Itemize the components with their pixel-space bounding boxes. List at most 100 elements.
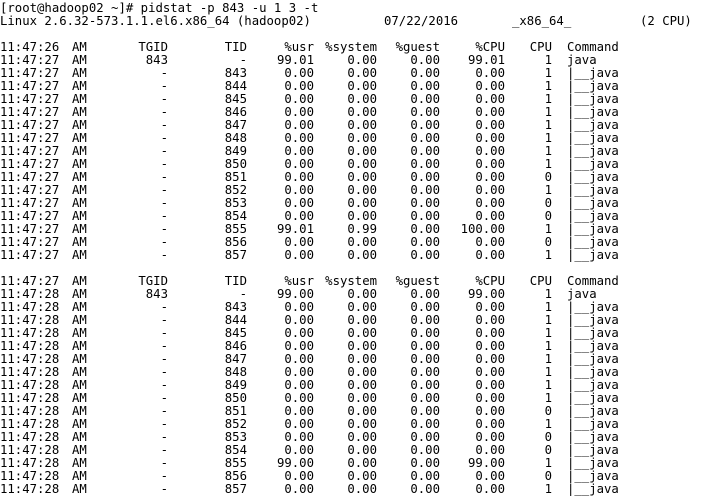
command-cell: |__java <box>567 378 619 392</box>
guest-percent-cell: 0.00 <box>410 157 440 171</box>
command-cell: |__java <box>567 352 619 366</box>
cpu-percent-cell: 0.00 <box>475 443 505 457</box>
tid-cell: 844 <box>224 79 247 93</box>
cpu-number-cell: 1 <box>544 105 552 119</box>
timestamp: 11:47:28 <box>0 326 60 340</box>
am-pm: AM <box>72 430 87 444</box>
tgid-cell: - <box>160 118 168 132</box>
tid-cell: 843 <box>224 300 247 314</box>
table-header: 11:47:27 AM TGID TID %usr %system %guest %CPU CP… <box>0 275 701 288</box>
table-row: 11:47:27 AM - 852 0.00 0.00 0.00 0.00 1 |__java <box>0 184 701 197</box>
system-percent-cell: 0.00 <box>347 300 377 314</box>
tid-cell: - <box>239 53 247 67</box>
timestamp: 11:47:27 <box>0 144 60 158</box>
command-cell: |__java <box>567 131 619 145</box>
usr-percent-cell: 0.00 <box>284 66 314 80</box>
tgid-cell: - <box>160 352 168 366</box>
header-am-pm: AM <box>72 40 87 54</box>
tgid-cell: - <box>160 222 168 236</box>
tgid-cell: - <box>160 131 168 145</box>
table-row: 11:47:28 AM - 857 0.00 0.00 0.00 0.00 1 |__java <box>0 483 701 496</box>
tgid-cell: - <box>160 300 168 314</box>
guest-percent-cell: 0.00 <box>410 66 440 80</box>
cpu-number-cell: 1 <box>544 53 552 67</box>
tid-cell: 848 <box>224 365 247 379</box>
usr-percent-cell: 0.00 <box>284 391 314 405</box>
cpu-number-cell: 1 <box>544 365 552 379</box>
cpu-number-cell: 0 <box>544 235 552 249</box>
usr-percent-cell: 0.00 <box>284 118 314 132</box>
header-cpu-number-cell: CPU <box>529 274 552 288</box>
header-guest-percent-cell: %guest <box>395 274 440 288</box>
cpu-percent-cell: 0.00 <box>475 300 505 314</box>
table-header: 11:47:26 AM TGID TID %usr %system %guest %CPU CP… <box>0 41 701 54</box>
guest-percent-cell: 0.00 <box>410 79 440 93</box>
command-cell: java <box>567 53 597 67</box>
header-system-percent-cell: %system <box>325 274 377 288</box>
timestamp: 11:47:28 <box>0 443 60 457</box>
tgid-cell: - <box>160 92 168 106</box>
table-row: 11:47:28 AM - 845 0.00 0.00 0.00 0.00 1 |__java <box>0 327 701 340</box>
usr-percent-cell: 0.00 <box>284 79 314 93</box>
am-pm: AM <box>72 352 87 366</box>
header-system-percent-cell: %system <box>325 40 377 54</box>
am-pm: AM <box>72 53 87 67</box>
tid-cell: 857 <box>224 482 247 496</box>
tid-cell: 854 <box>224 443 247 457</box>
command-cell: |__java <box>567 313 619 327</box>
guest-percent-cell: 0.00 <box>410 482 440 496</box>
header-usr-percent-cell: %usr <box>284 40 314 54</box>
table-row: 11:47:27 AM - 848 0.00 0.00 0.00 0.00 1 |__java <box>0 132 701 145</box>
tid-cell: 852 <box>224 183 247 197</box>
usr-percent-cell: 0.00 <box>284 339 314 353</box>
system-percent-cell: 0.99 <box>347 222 377 236</box>
am-pm: AM <box>72 79 87 93</box>
command-cell: |__java <box>567 118 619 132</box>
table-row: 11:47:27 AM - 857 0.00 0.00 0.00 0.00 1 |__java <box>0 249 701 262</box>
tgid-cell: - <box>160 326 168 340</box>
table-row: 11:47:27 AM - 855 99.01 0.99 0.00 100.00 1 |__jav… <box>0 223 701 236</box>
report-date: 07/22/2016 <box>384 14 459 28</box>
cpu-percent-cell: 99.00 <box>467 456 505 470</box>
tgid-cell: - <box>160 482 168 496</box>
header-tid-cell: TID <box>224 274 247 288</box>
usr-percent-cell: 0.00 <box>284 105 314 119</box>
cpu-percent-cell: 0.00 <box>475 430 505 444</box>
guest-percent-cell: 0.00 <box>410 118 440 132</box>
system-percent-cell: 0.00 <box>347 92 377 106</box>
header-guest-percent-cell: %guest <box>395 40 440 54</box>
tid-cell: 850 <box>224 157 247 171</box>
tgid-cell: - <box>160 144 168 158</box>
timestamp: 11:47:27 <box>0 118 60 132</box>
command-cell: |__java <box>567 196 619 210</box>
timestamp: 11:47:27 <box>0 248 60 262</box>
system-percent-cell: 0.00 <box>347 456 377 470</box>
cpu-number-cell: 1 <box>544 378 552 392</box>
cpu-number-cell: 1 <box>544 183 552 197</box>
header-am-pm: AM <box>72 274 87 288</box>
table-row: 11:47:28 AM - 855 99.00 0.00 0.00 99.00 1 |__java <box>0 457 701 470</box>
am-pm: AM <box>72 469 87 483</box>
system-percent-cell: 0.00 <box>347 378 377 392</box>
guest-percent-cell: 0.00 <box>410 391 440 405</box>
cpu-percent-cell: 0.00 <box>475 352 505 366</box>
table-row: 11:47:27 AM - 851 0.00 0.00 0.00 0.00 0 |__java <box>0 171 701 184</box>
timestamp: 11:47:28 <box>0 300 60 314</box>
timestamp: 11:47:27 <box>0 170 60 184</box>
tgid-cell: - <box>160 157 168 171</box>
guest-percent-cell: 0.00 <box>410 287 440 301</box>
cpu-number-cell: 0 <box>544 443 552 457</box>
system-percent-cell: 0.00 <box>347 105 377 119</box>
usr-percent-cell: 0.00 <box>284 248 314 262</box>
table-row: 11:47:27 AM - 844 0.00 0.00 0.00 0.00 1 |__java <box>0 80 701 93</box>
command-cell: |__java <box>567 170 619 184</box>
am-pm: AM <box>72 144 87 158</box>
system-percent-cell: 0.00 <box>347 313 377 327</box>
tgid-cell: 843 <box>145 287 168 301</box>
table-row: 11:47:28 AM - 854 0.00 0.00 0.00 0.00 0 |__java <box>0 444 701 457</box>
cpu-number-cell: 1 <box>544 118 552 132</box>
timestamp: 11:47:27 <box>0 222 60 236</box>
guest-percent-cell: 0.00 <box>410 248 440 262</box>
tgid-cell: - <box>160 430 168 444</box>
